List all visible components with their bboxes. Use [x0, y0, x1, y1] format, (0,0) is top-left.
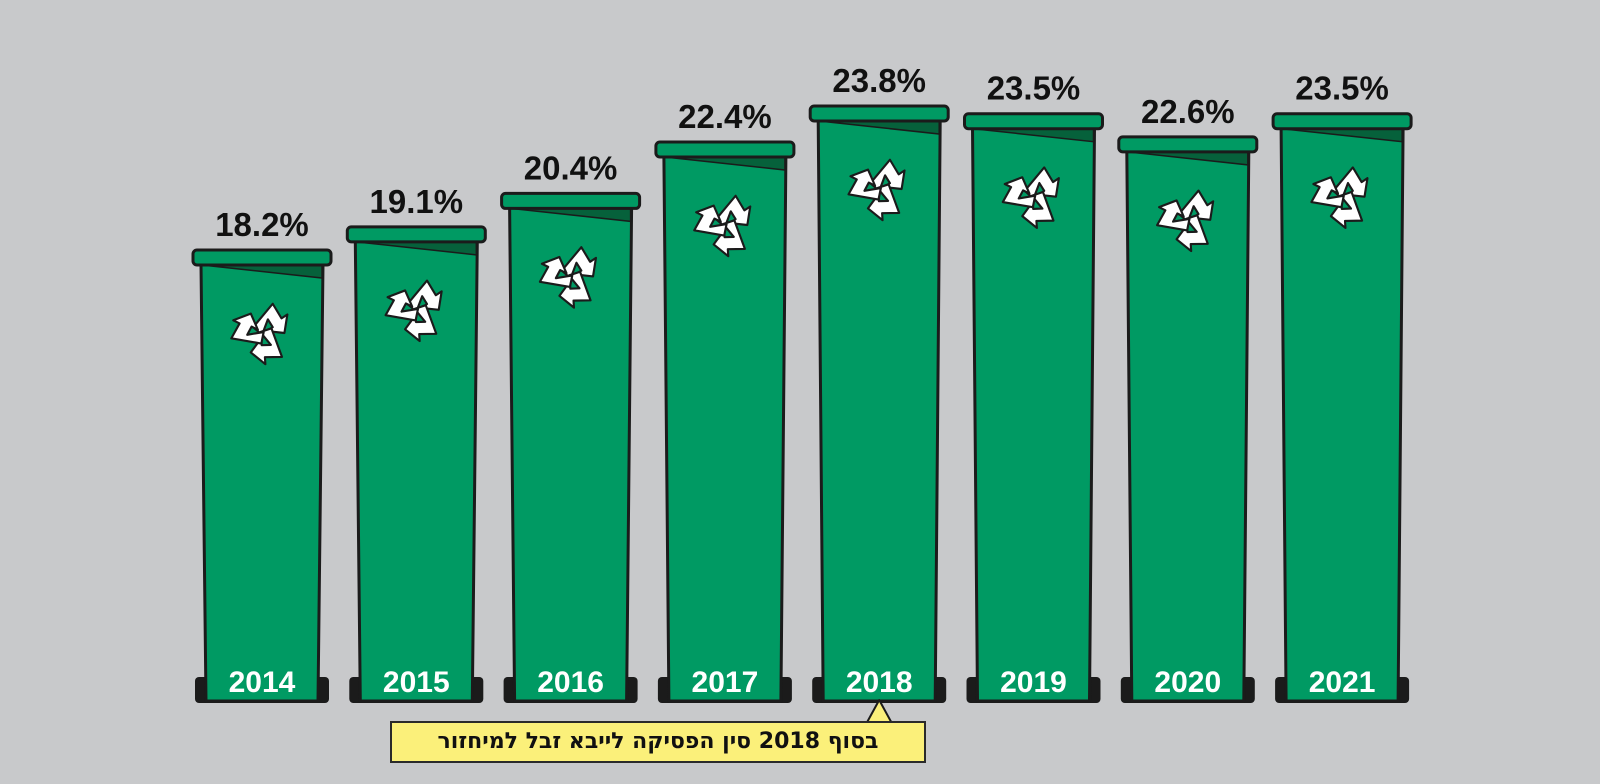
value-label: 19.1%: [370, 183, 464, 220]
value-label: 22.6%: [1141, 93, 1235, 130]
year-label: 2017: [692, 666, 759, 699]
bin-bar: 22.4% 2017: [654, 98, 796, 703]
bin-bar: 20.4% 2016: [500, 149, 642, 703]
bin-lid: [654, 140, 796, 159]
year-label: 2019: [1000, 666, 1067, 699]
value-label: 23.5%: [1295, 70, 1389, 107]
year-label: 2020: [1154, 666, 1221, 699]
year-label: 2014: [229, 666, 296, 699]
bin-bar: 23.5% 2019: [963, 70, 1104, 703]
value-label: 20.4%: [524, 149, 618, 186]
bin-bar: 19.1% 2015: [345, 183, 487, 703]
annotation-note: בסוף 2018 סין הפסיקה לייבא זבל למיחזור: [390, 721, 926, 763]
annotation-pointer: [866, 699, 893, 723]
bin-lid: [1271, 112, 1413, 131]
bin-lid: [963, 112, 1104, 131]
value-label: 23.5%: [987, 70, 1081, 107]
value-label: 22.4%: [678, 98, 772, 135]
bin-lid: [345, 225, 487, 244]
year-label: 2016: [537, 666, 604, 699]
year-label: 2015: [383, 666, 450, 699]
bin-lid: [500, 191, 642, 210]
value-label: 23.8%: [832, 62, 926, 99]
bin-lid: [1117, 135, 1259, 154]
year-label: 2018: [846, 666, 913, 699]
bin-bar: 22.6% 2020: [1117, 93, 1259, 703]
bin-bar: 18.2% 2014: [191, 206, 333, 703]
value-label: 18.2%: [215, 206, 309, 243]
bin-lid: [191, 248, 333, 267]
bin-lid: [808, 104, 950, 123]
bin-bar: 23.8% 2018: [808, 62, 950, 703]
year-label: 2021: [1309, 666, 1376, 699]
bin-bar: 23.5% 2021: [1271, 70, 1413, 703]
